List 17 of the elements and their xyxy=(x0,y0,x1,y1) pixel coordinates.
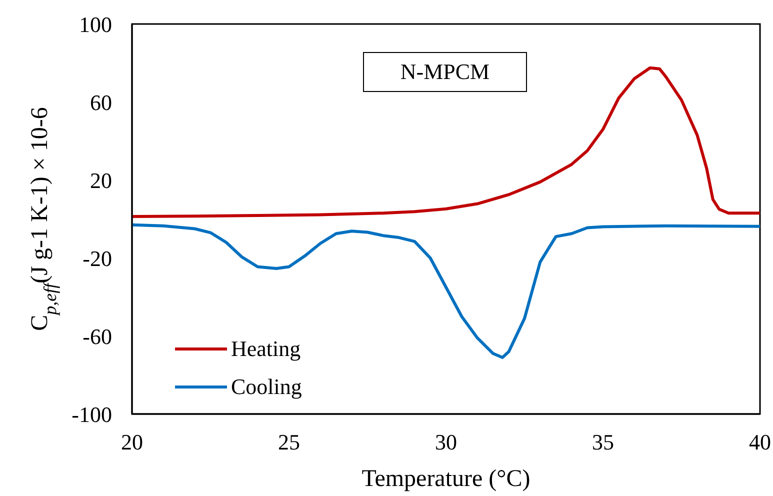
y-tick-label: -100 xyxy=(72,402,112,427)
legend-label: Heating xyxy=(231,336,301,362)
x-tick-label: 20 xyxy=(121,430,143,455)
x-tick-label: 25 xyxy=(278,430,300,455)
x-tick-label: 40 xyxy=(749,430,771,455)
legend-label: Cooling xyxy=(231,374,302,400)
x-tick-label: 30 xyxy=(435,430,457,455)
y-tick-label: 20 xyxy=(90,168,112,193)
line-series xyxy=(132,223,760,359)
x-tick-label: 35 xyxy=(592,430,614,455)
text-frame: N-MPCM xyxy=(363,52,527,92)
y-tick-label: -20 xyxy=(82,246,112,271)
line-series xyxy=(132,66,760,218)
y-tick-label: 60 xyxy=(90,90,112,115)
y-tick-label: -60 xyxy=(82,324,112,349)
y-tick-label: 100 xyxy=(79,12,112,37)
x-axis-title: Temperature (°C) xyxy=(362,466,530,492)
